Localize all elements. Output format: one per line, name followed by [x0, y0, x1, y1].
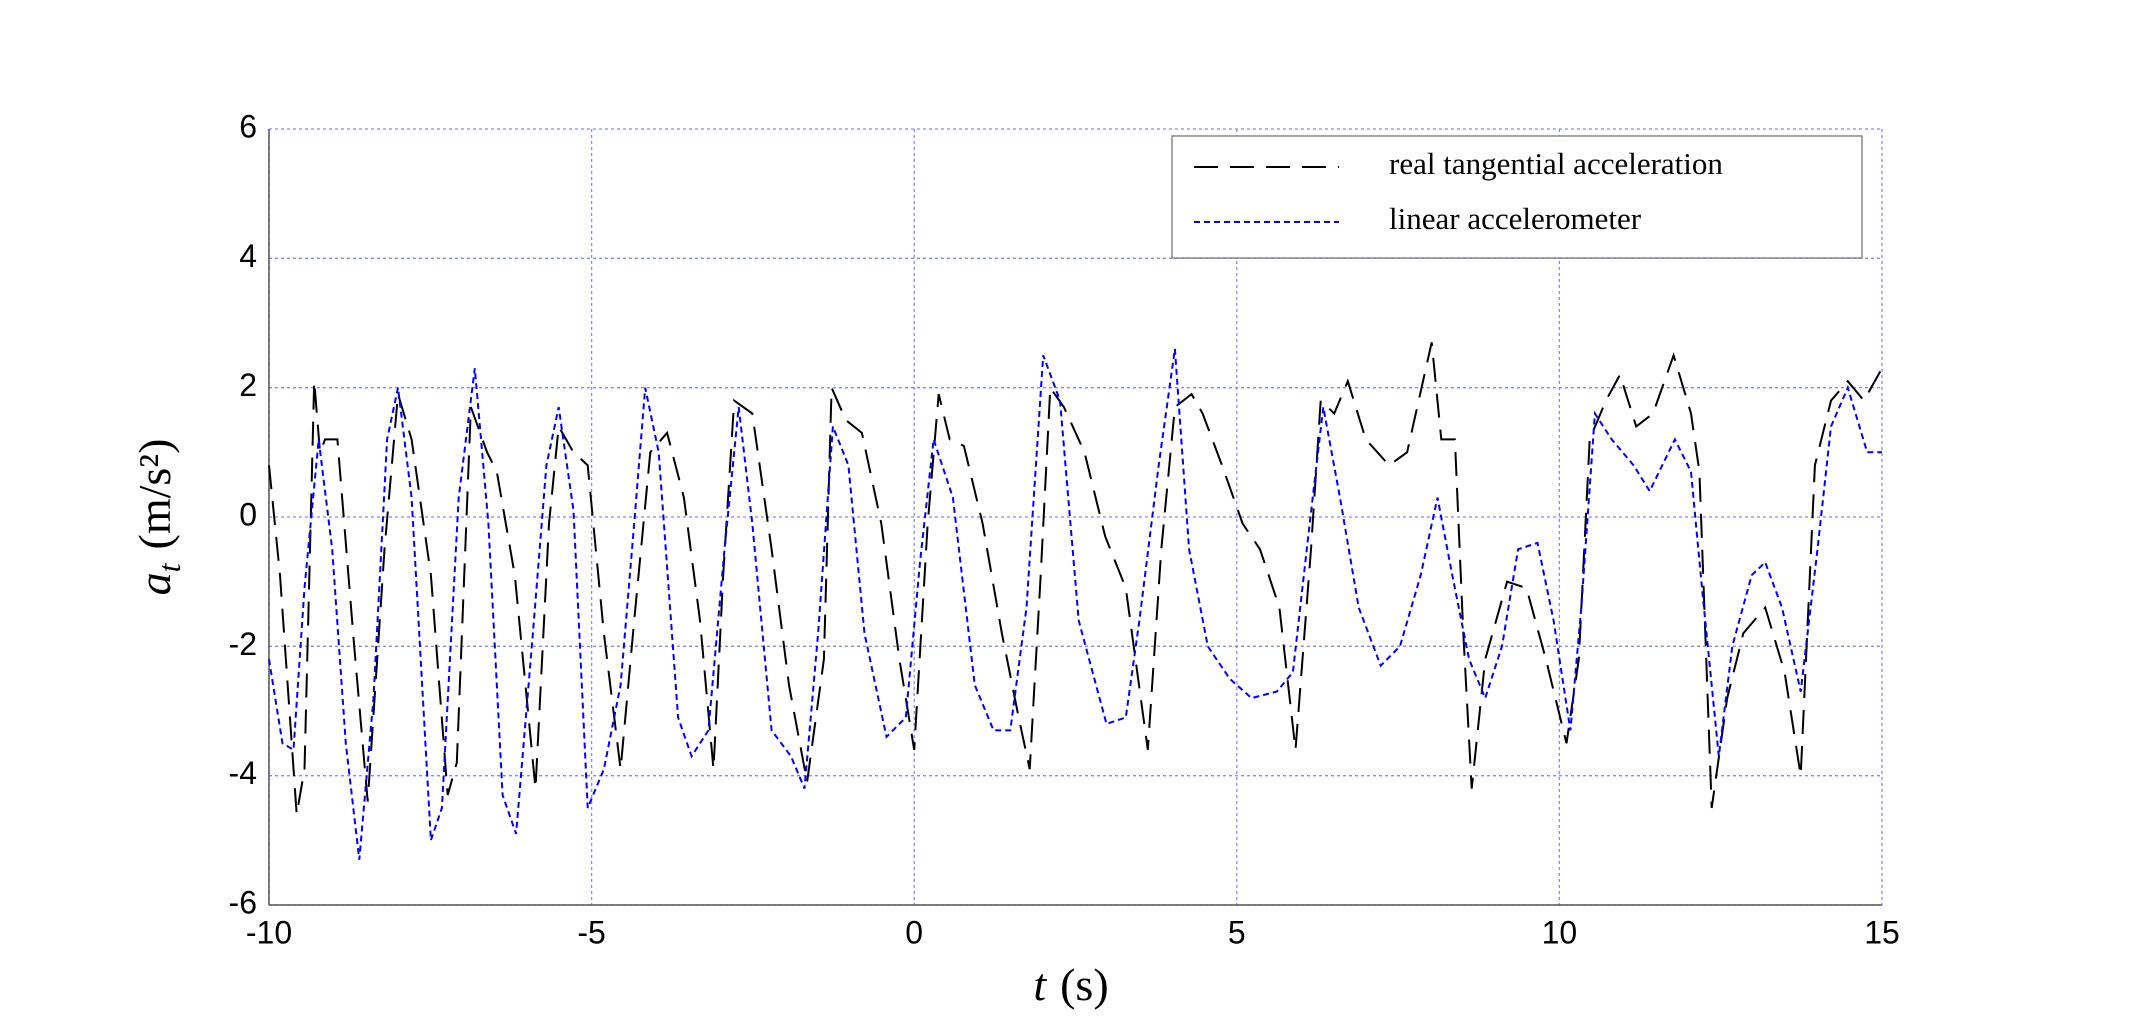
x-tick-label: 0 [905, 914, 923, 950]
x-tick-label: -5 [577, 914, 605, 950]
x-label-symbol: t [1033, 959, 1047, 1010]
y-tick-label: 0 [239, 496, 257, 532]
y-tick-label: -2 [229, 626, 257, 662]
legend-label: real tangential acceleration [1389, 146, 1723, 181]
series-line [268, 342, 1883, 815]
y-tick-label: -4 [229, 755, 257, 791]
legend-box [1171, 135, 1863, 259]
x-axis-label: t (s) [1033, 959, 1108, 1010]
x-tick-label: 15 [1864, 914, 1900, 950]
y-label-subscript: t [151, 562, 187, 572]
series-line [268, 348, 1882, 860]
y-tick-label: 2 [239, 367, 257, 403]
y-tick-label: 6 [239, 108, 257, 144]
y-tick-label: 4 [239, 238, 257, 274]
y-tick-label: -6 [229, 884, 257, 920]
x-tick-label: 10 [1542, 914, 1578, 950]
y-label-symbol: a [129, 572, 180, 595]
x-tick-label: 5 [1228, 914, 1246, 950]
y-axis-label: at (m/s²) [129, 439, 187, 596]
legend-label: linear accelerometer [1389, 201, 1642, 236]
x-tick-label: -10 [246, 914, 292, 950]
x-label-unit: (s) [1060, 959, 1109, 1010]
y-label-unit: (m/s²) [129, 439, 180, 550]
